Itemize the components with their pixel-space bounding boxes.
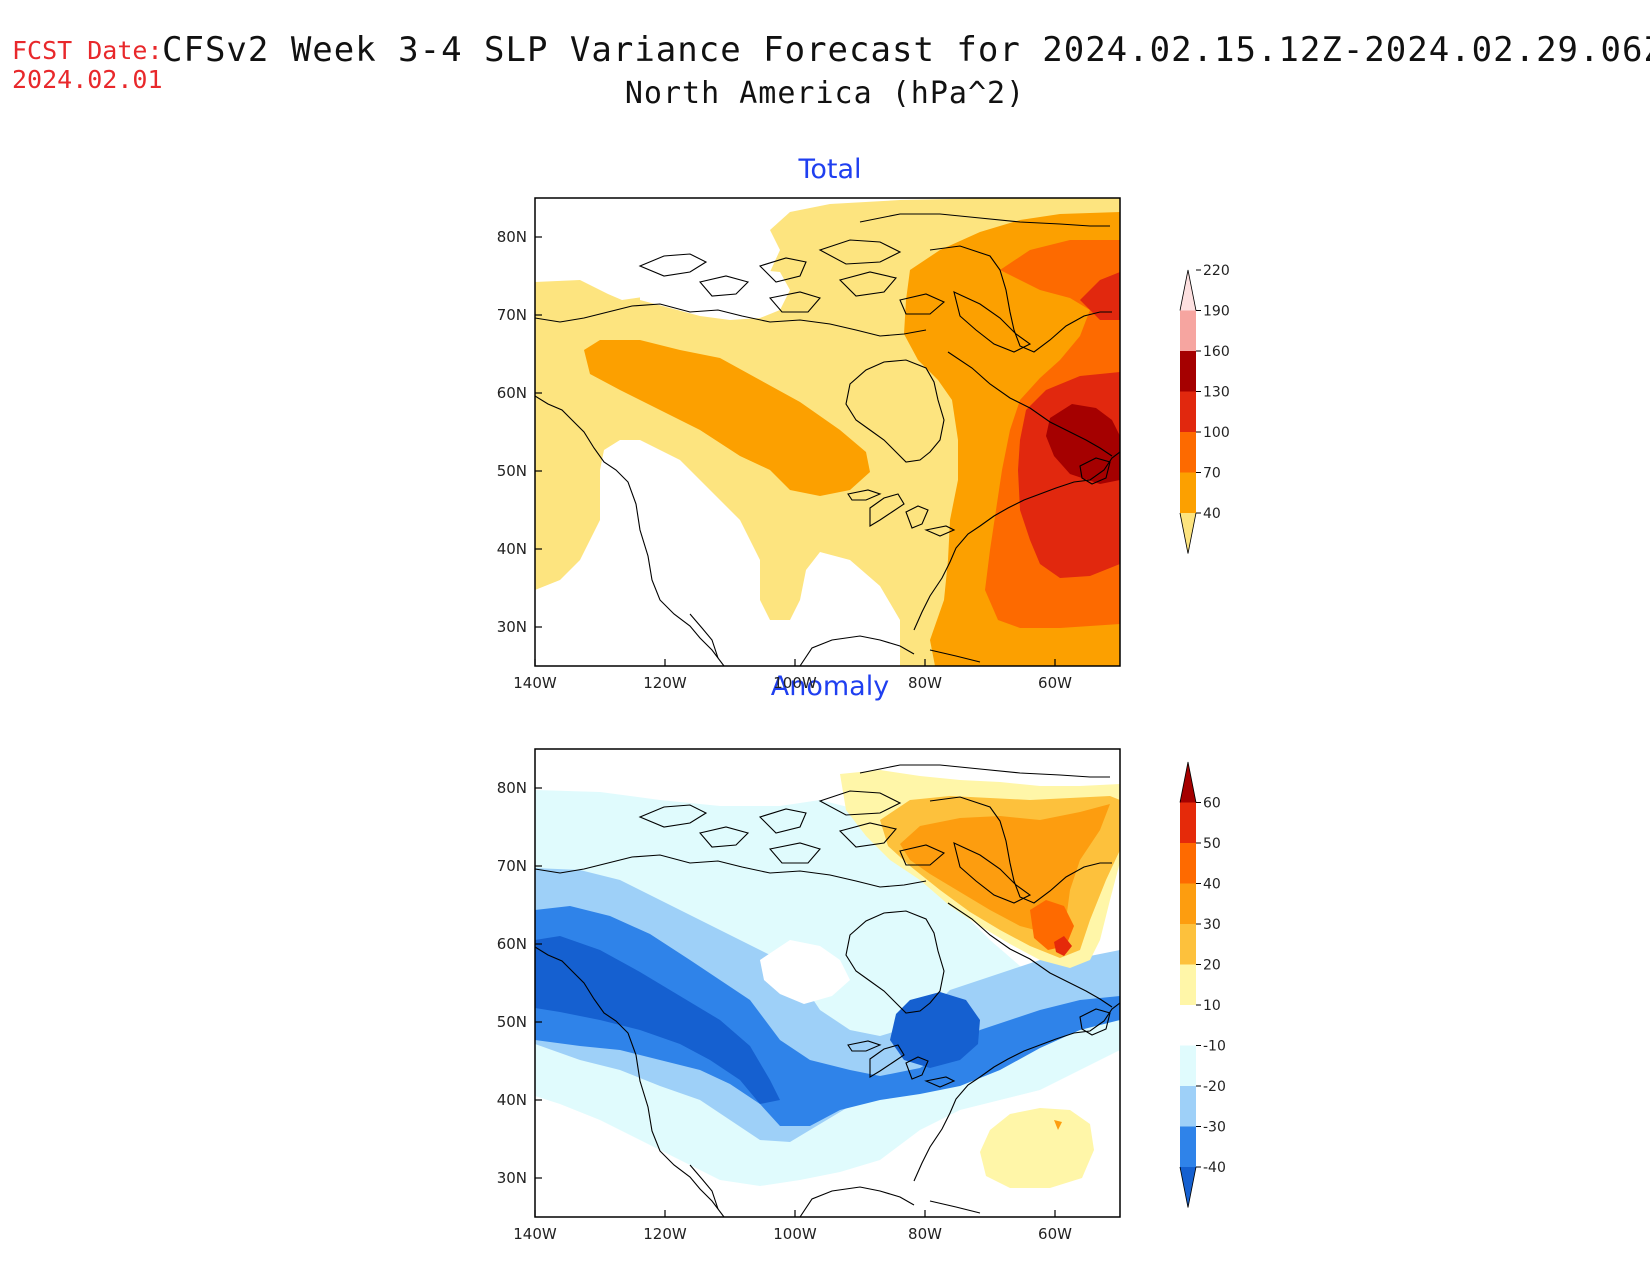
total-lon-label: 140W (513, 674, 557, 692)
total-colorbar-segment (1180, 310, 1196, 351)
page-title: CFSv2 Week 3-4 SLP Variance Forecast for… (162, 30, 1650, 70)
anomaly-colorbar-segment (1180, 964, 1196, 1005)
anomaly-map-frame (534, 748, 1121, 1218)
anomaly-colorbar-cap-top (1180, 762, 1196, 803)
anomaly-colorbar-segment (1180, 1045, 1196, 1086)
anomaly-colorbar-segment (1180, 1086, 1196, 1127)
total-colorbar-label: 190 (1203, 304, 1230, 320)
fcst-label: FCST Date: (12, 36, 163, 65)
total-lat-label: 80N (497, 228, 527, 246)
total-colorbar-cap-top (1180, 270, 1196, 311)
total-lat-label: 60N (497, 384, 527, 402)
total-colorbar-label: 40 (1203, 506, 1221, 522)
page-subtitle: North America (hPa^2) (624, 76, 1026, 111)
anomaly-colorbar-segment (1180, 843, 1196, 884)
total-colorbar-outline (1179, 512, 1197, 554)
total-axes: 80N 70N 60N 50N 40N 30N 140W 120W 100W 80W 60W (497, 228, 1072, 692)
total-lon-label: 120W (643, 674, 687, 692)
anomaly-map (535, 749, 1120, 1217)
total-lon-label: 60W (1038, 674, 1072, 692)
anomaly-colorbar-segment (1180, 1005, 1196, 1046)
forecast-date: FCST Date: 2024.02.01 (12, 36, 163, 94)
anomaly-colorbar-label: -20 (1203, 1079, 1226, 1095)
total-lon-label: 100W (773, 674, 817, 692)
anomaly-lat-label: 60N (497, 935, 527, 953)
total-colorbar-outline (1179, 269, 1197, 311)
anomaly-colorbar-label: 60 (1203, 796, 1221, 812)
anomaly-colorbar-label: 10 (1203, 998, 1221, 1014)
total-colorbar-label: 70 (1203, 466, 1221, 482)
anomaly-lat-label: 80N (497, 779, 527, 797)
total-colorbar-cap-bottom (1180, 513, 1196, 554)
total-colorbar: 40 70 100 130 160 190 220 (1179, 263, 1230, 554)
anomaly-lon-label: 80W (908, 1225, 942, 1243)
total-colorbar-segment (1180, 432, 1196, 473)
anomaly-colorbar: -40 -30 -20 -10 10 20 30 40 50 60 (1179, 761, 1226, 1208)
anomaly-colorbar-cap-bottom (1180, 1167, 1196, 1208)
panel-title-anomaly: Anomaly (770, 671, 890, 702)
anomaly-colorbar-outline (1179, 761, 1197, 803)
anomaly-colorbar-outline (1179, 1166, 1197, 1208)
anomaly-colorbar-segment (1180, 924, 1196, 965)
total-colorbar-segment (1180, 391, 1196, 432)
total-colorbar-segment (1180, 472, 1196, 513)
anomaly-axes: 80N 70N 60N 50N 40N 30N 140W 120W 100W 80W 60W (497, 779, 1072, 1243)
anomaly-colorbar-segment (1180, 883, 1196, 924)
anomaly-lat-label: 50N (497, 1013, 527, 1031)
anomaly-colorbar-segment (1180, 1126, 1196, 1167)
anomaly-colorbar-label: 20 (1203, 958, 1221, 974)
anomaly-lat-label: 70N (497, 857, 527, 875)
total-lat-label: 50N (497, 462, 527, 480)
anomaly-colorbar-label: -10 (1203, 1039, 1226, 1055)
anomaly-lat-label: 30N (497, 1169, 527, 1187)
total-lat-label: 70N (497, 306, 527, 324)
total-lon-label: 80W (908, 674, 942, 692)
anomaly-colorbar-label: 40 (1203, 877, 1221, 893)
total-colorbar-segment (1180, 351, 1196, 392)
anomaly-colorbar-label: 50 (1203, 836, 1221, 852)
anomaly-colorbar-segment (1180, 802, 1196, 843)
anomaly-lon-label: 100W (773, 1225, 817, 1243)
total-lat-label: 40N (497, 540, 527, 558)
anomaly-lat-label: 40N (497, 1091, 527, 1109)
anomaly-colorbar-label: -40 (1203, 1160, 1226, 1176)
total-colorbar-label: 130 (1203, 385, 1230, 401)
anomaly-lon-label: 140W (513, 1225, 557, 1243)
anomaly-colorbar-label: 30 (1203, 917, 1221, 933)
total-colorbar-label: 220 (1203, 263, 1230, 279)
anomaly-colorbar-label: -30 (1203, 1120, 1226, 1136)
panel-title-total: Total (798, 154, 862, 185)
fcst-date-value: 2024.02.01 (12, 65, 163, 94)
total-map (535, 198, 1120, 666)
anomaly-lon-label: 60W (1038, 1225, 1072, 1243)
total-colorbar-label: 160 (1203, 344, 1230, 360)
total-lat-label: 30N (497, 618, 527, 636)
anomaly-lon-label: 120W (643, 1225, 687, 1243)
total-colorbar-label: 100 (1203, 425, 1230, 441)
total-map-frame (534, 197, 1121, 667)
